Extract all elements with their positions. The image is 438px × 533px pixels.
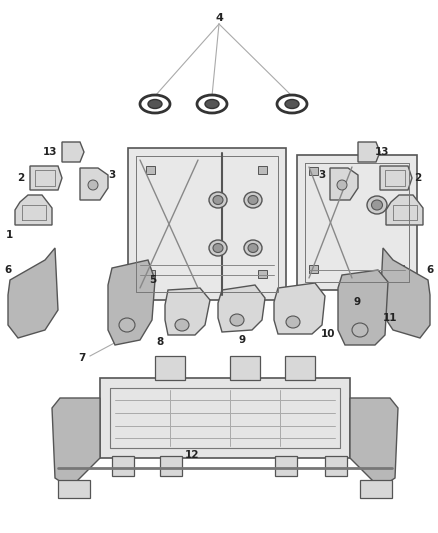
Bar	[258, 270, 267, 278]
Polygon shape	[100, 378, 350, 458]
Polygon shape	[128, 148, 286, 300]
Text: 10: 10	[321, 329, 335, 339]
Polygon shape	[165, 288, 210, 335]
Polygon shape	[112, 456, 134, 476]
Ellipse shape	[371, 200, 382, 210]
Polygon shape	[285, 356, 315, 380]
Polygon shape	[297, 155, 417, 290]
Polygon shape	[325, 456, 347, 476]
Polygon shape	[58, 480, 90, 498]
Polygon shape	[80, 168, 108, 200]
Bar	[258, 166, 267, 174]
Ellipse shape	[285, 100, 299, 109]
Ellipse shape	[213, 244, 223, 253]
Polygon shape	[386, 195, 423, 225]
Ellipse shape	[197, 95, 227, 113]
Bar	[309, 167, 318, 175]
Ellipse shape	[209, 192, 227, 208]
Ellipse shape	[352, 323, 368, 337]
Polygon shape	[160, 456, 182, 476]
Ellipse shape	[119, 318, 135, 332]
Ellipse shape	[88, 180, 98, 190]
Polygon shape	[8, 248, 58, 338]
Bar	[395, 265, 404, 273]
Text: 9: 9	[238, 335, 246, 345]
Ellipse shape	[213, 196, 223, 205]
Text: 7: 7	[78, 353, 86, 363]
Text: 6: 6	[4, 265, 11, 275]
Text: 13: 13	[375, 147, 389, 157]
Polygon shape	[380, 248, 430, 338]
Ellipse shape	[286, 316, 300, 328]
Polygon shape	[108, 260, 155, 345]
Ellipse shape	[205, 100, 219, 109]
Ellipse shape	[244, 192, 262, 208]
Polygon shape	[275, 456, 297, 476]
Polygon shape	[52, 398, 100, 488]
Text: 6: 6	[427, 265, 434, 275]
Polygon shape	[274, 283, 325, 334]
Text: 8: 8	[156, 337, 164, 347]
Polygon shape	[62, 142, 84, 162]
Bar	[146, 166, 155, 174]
Polygon shape	[218, 285, 265, 332]
Ellipse shape	[148, 100, 162, 109]
Text: 11: 11	[383, 313, 397, 323]
Bar	[395, 167, 404, 175]
Ellipse shape	[248, 244, 258, 253]
Ellipse shape	[209, 240, 227, 256]
Text: 13: 13	[42, 147, 57, 157]
Ellipse shape	[277, 95, 307, 113]
Polygon shape	[358, 142, 380, 162]
Ellipse shape	[367, 196, 387, 214]
Ellipse shape	[230, 314, 244, 326]
Text: 12: 12	[185, 450, 199, 460]
Polygon shape	[330, 168, 358, 200]
Ellipse shape	[175, 319, 189, 331]
Ellipse shape	[244, 240, 262, 256]
Text: 9: 9	[353, 297, 360, 307]
Bar	[146, 270, 155, 278]
Polygon shape	[350, 398, 398, 488]
Polygon shape	[155, 356, 185, 380]
Text: 3: 3	[108, 170, 116, 180]
Ellipse shape	[337, 180, 347, 190]
Text: 2: 2	[414, 173, 421, 183]
Polygon shape	[230, 356, 260, 380]
Text: 3: 3	[319, 170, 326, 180]
Polygon shape	[15, 195, 52, 225]
Polygon shape	[380, 166, 412, 190]
Bar	[309, 265, 318, 273]
Text: 5: 5	[149, 275, 157, 285]
Text: 4: 4	[215, 13, 223, 23]
Text: 2: 2	[17, 173, 24, 183]
Polygon shape	[338, 270, 388, 345]
Ellipse shape	[140, 95, 170, 113]
Polygon shape	[360, 480, 392, 498]
Ellipse shape	[248, 196, 258, 205]
Polygon shape	[30, 166, 62, 190]
Text: 1: 1	[5, 230, 13, 240]
